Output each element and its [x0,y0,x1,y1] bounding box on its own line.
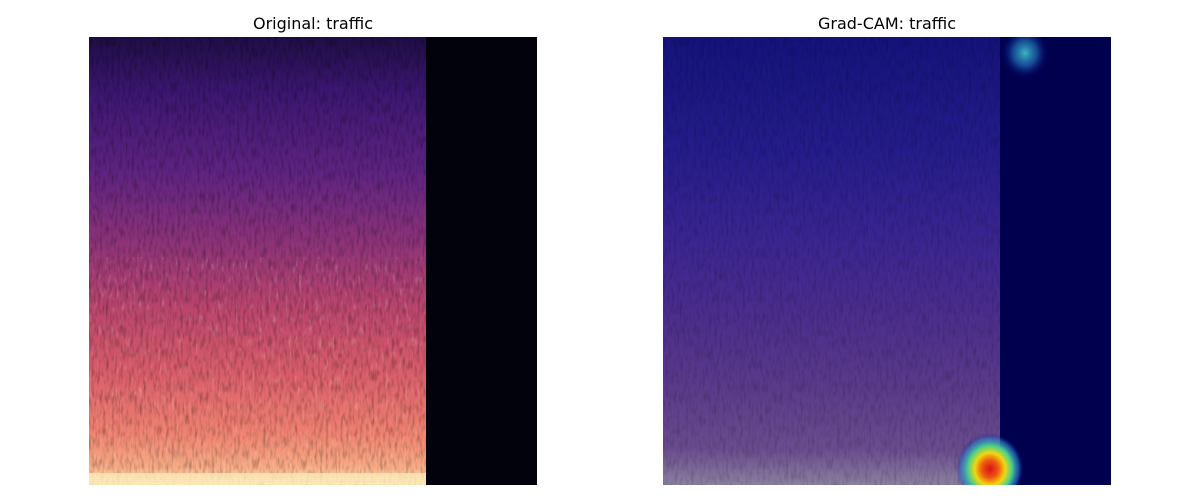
gradcam-title: Grad-CAM: traffic [817,14,957,33]
original-spectrogram-image [89,37,537,485]
gradcam-overlay [663,37,1111,485]
gradcam-overlay-image [663,37,1111,485]
padding-region [426,37,537,485]
bottom-activation-hotspot [956,433,1024,485]
overlay-padding-region [1000,37,1111,485]
original-title: Original: traffic [252,14,373,33]
original-spectrogram [89,37,537,485]
top-activation-spot [1001,37,1049,79]
